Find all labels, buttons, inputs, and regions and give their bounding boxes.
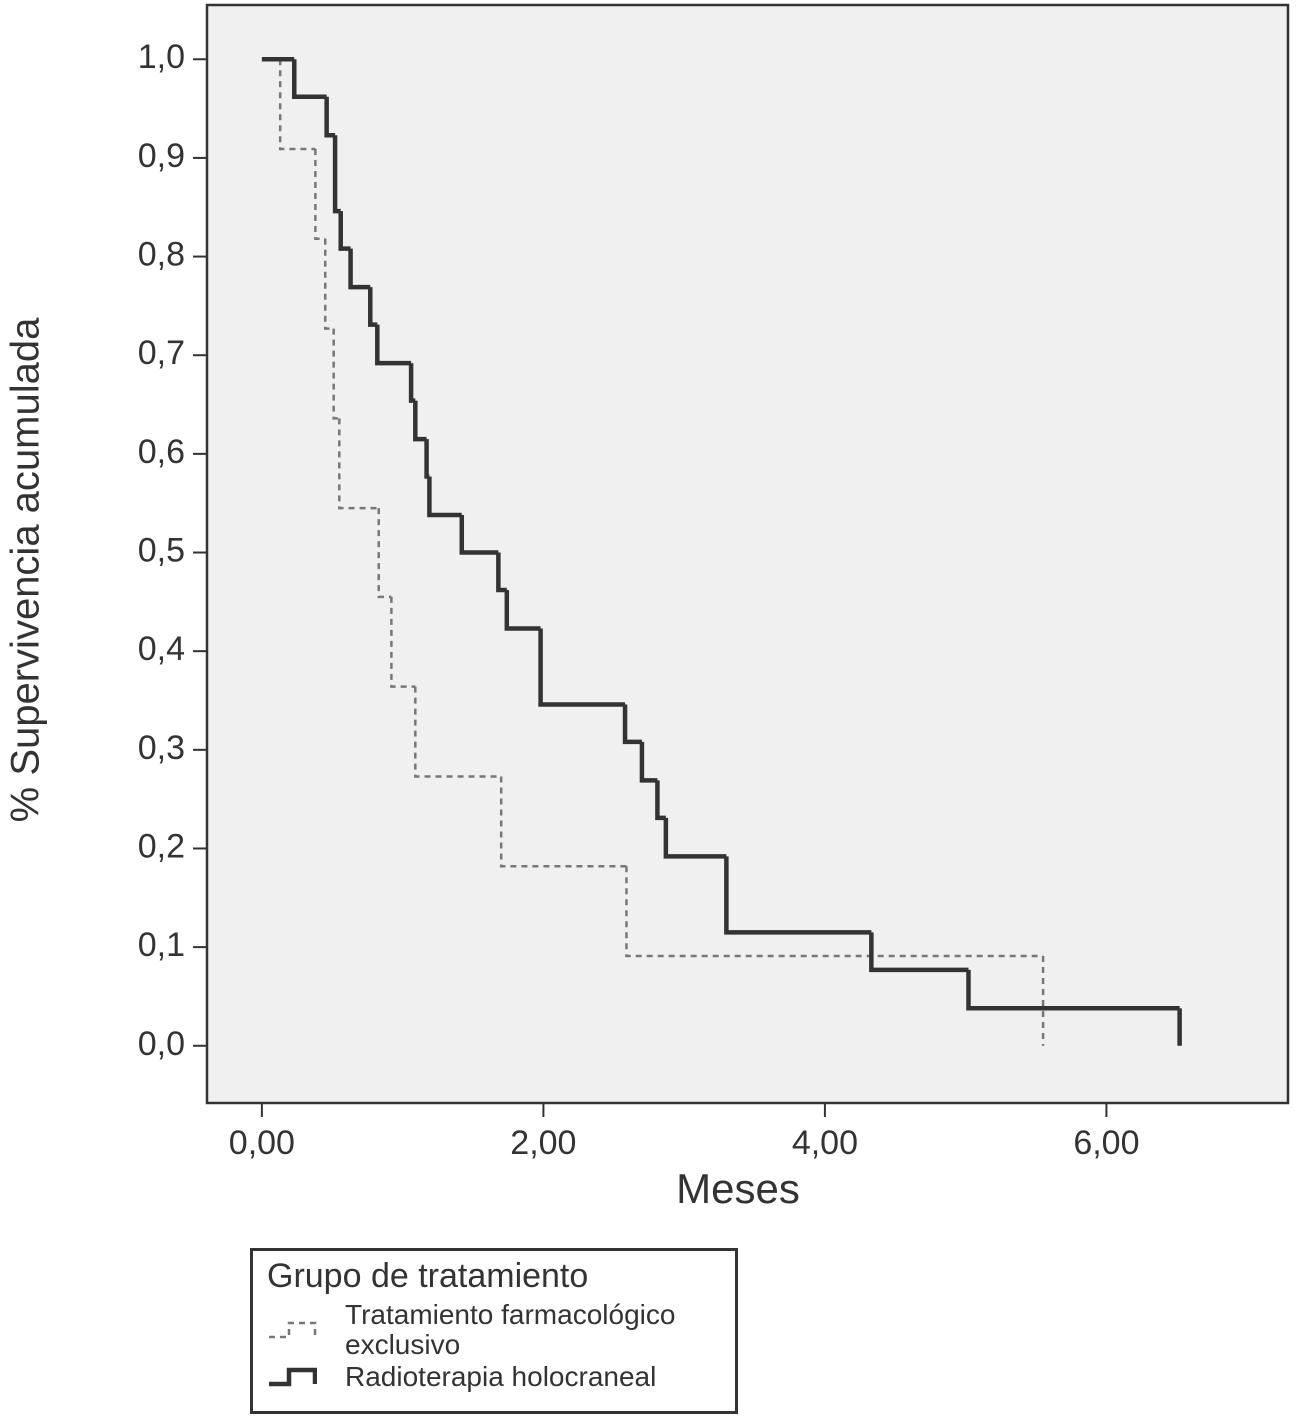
x-tick-label: 6,00 — [1073, 1124, 1139, 1162]
legend-label: Tratamiento farmacológico exclusivo — [345, 1299, 676, 1360]
legend-title: Grupo de tratamiento — [267, 1257, 589, 1295]
y-axis-label: % Supervivencia acumulada — [4, 317, 48, 822]
survival-step — [504, 590, 541, 631]
x-tick-label: 2,00 — [510, 1124, 576, 1162]
survival-step — [368, 287, 378, 327]
y-tick-label: 1,0 — [138, 38, 185, 76]
y-tick-label: 0,4 — [138, 630, 185, 668]
legend-swatch — [269, 1321, 317, 1339]
survival-step — [622, 704, 642, 745]
survival-step — [390, 596, 416, 688]
x-tick-label: 4,00 — [792, 1124, 858, 1162]
y-tick-label: 0,7 — [138, 334, 185, 372]
survival-step — [377, 508, 392, 599]
y-tick-label: 0,1 — [138, 926, 185, 964]
survival-step — [338, 418, 379, 510]
survival-step — [724, 856, 872, 935]
survival-step — [338, 211, 351, 251]
legend: Grupo de tratamiento Tratamiento farmaco… — [250, 1248, 738, 1414]
plot-area — [205, 3, 1290, 1105]
survival-step — [496, 552, 507, 593]
survival-step — [348, 248, 371, 290]
survival-step — [324, 96, 336, 138]
survival-step — [869, 932, 969, 973]
legend-entry: Tratamiento farmacológico exclusivo — [267, 1300, 721, 1360]
survival-step — [413, 400, 427, 442]
legend-label: Radioterapia holocraneal — [345, 1361, 657, 1392]
survival-step — [323, 238, 334, 330]
survival-step — [427, 476, 462, 518]
legend-swatch-line — [269, 1367, 317, 1387]
survival-step — [663, 817, 727, 859]
y-tick-label: 0,2 — [138, 827, 185, 865]
x-axis-label: Meses — [676, 1165, 800, 1212]
y-tick-label: 0,9 — [138, 137, 185, 175]
y-tick-label: 0,0 — [138, 1025, 185, 1063]
survival-step — [332, 328, 340, 420]
survival-step — [538, 628, 626, 707]
survival-step — [625, 866, 1044, 958]
x-tick-label: 0,00 — [229, 1124, 295, 1162]
series — [261, 57, 1182, 1046]
survival-step — [639, 741, 658, 783]
y-tick-label: 0,3 — [138, 729, 185, 767]
survival-step — [332, 135, 341, 214]
y-tick-label: 0,5 — [138, 532, 185, 570]
chart: Meses % Supervivencia acumulada 0,0 0,1 0,… — [4, 3, 1290, 1212]
survival-step — [414, 686, 502, 778]
survival-step — [499, 776, 627, 868]
survival-step — [459, 515, 499, 555]
series — [261, 58, 1045, 1046]
survival-step — [278, 59, 316, 151]
y-tick-label: 0,6 — [138, 433, 185, 471]
y-tick-label: 0,8 — [138, 236, 185, 274]
survival-step — [655, 780, 666, 821]
legend-swatch-line — [269, 1321, 317, 1339]
legend-swatch — [269, 1367, 317, 1387]
survival-step — [292, 59, 327, 99]
survival-step — [966, 969, 1180, 1011]
survival-step — [375, 324, 412, 366]
legend-entry: Radioterapia holocraneal — [267, 1362, 721, 1392]
survival-step — [314, 149, 326, 241]
